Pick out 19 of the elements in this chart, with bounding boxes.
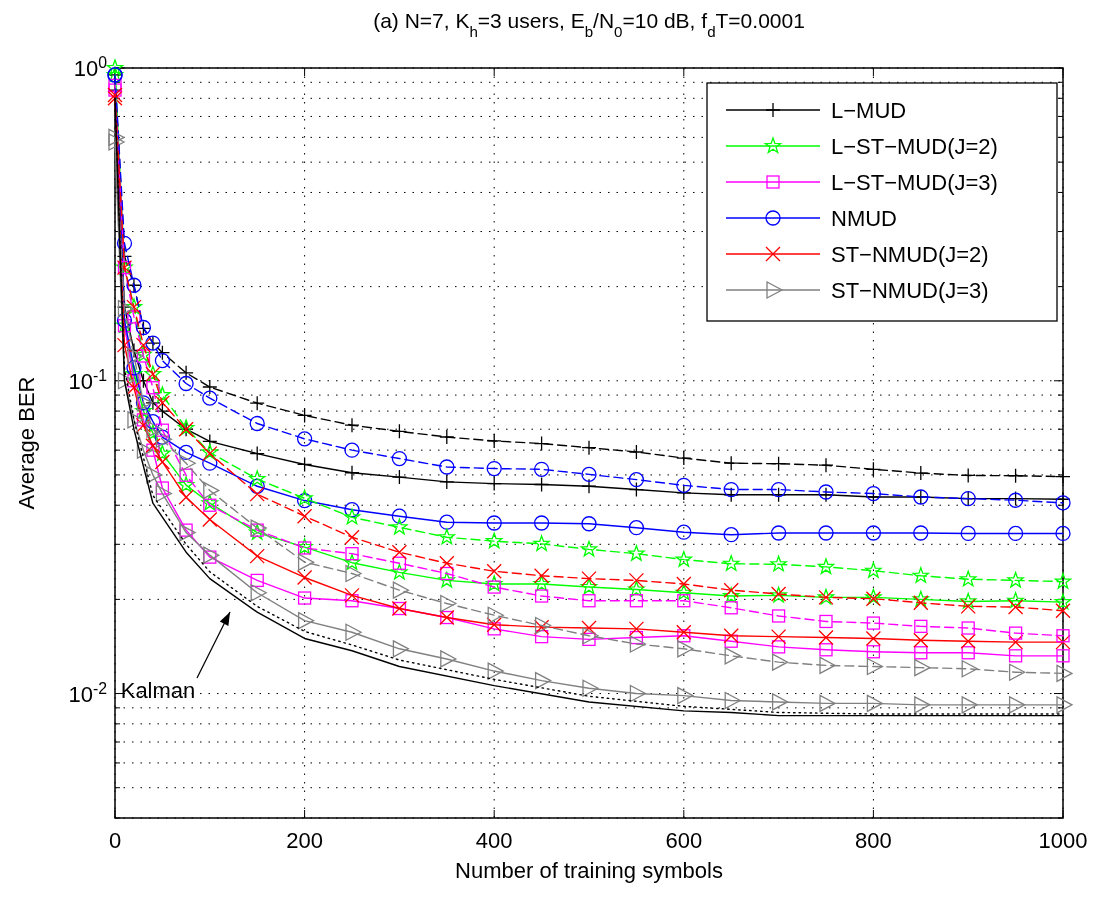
x-axis-title: Number of training symbols xyxy=(455,858,723,883)
x-tick-label: 0 xyxy=(108,828,122,853)
x-tick-label: 200 xyxy=(286,828,323,853)
x-tick-label: 800 xyxy=(855,828,892,853)
legend-label: L−MUD xyxy=(831,98,907,123)
legend-label: NMUD xyxy=(831,206,897,231)
legend-label: L−ST−MUD(J=2) xyxy=(831,134,998,159)
y-axis-title: Average BER xyxy=(14,376,39,510)
y-tick-label: 10$^{0}$ xyxy=(73,53,108,81)
legend-label: L−ST−MUD(J=3) xyxy=(831,170,998,195)
x-tick-label: 600 xyxy=(665,828,703,853)
legend-label: ST−NMUD(J=3) xyxy=(831,278,989,303)
annotation: Kalman xyxy=(120,678,196,703)
x-tick-label: 1000 xyxy=(1038,828,1088,853)
x-tick-label: 400 xyxy=(475,828,513,853)
y-tick-label: 10$^{-1}$ xyxy=(68,366,108,394)
legend-label: ST−NMUD(J=2) xyxy=(831,242,989,267)
chart-title: (a) N=7, K$_{h}$=3 users, E$_{b}$/N$_{0}$=10 dB, f$_{d}$T=0.0001 xyxy=(373,9,805,40)
y-tick-label: 10$^{-2}$ xyxy=(68,679,107,707)
